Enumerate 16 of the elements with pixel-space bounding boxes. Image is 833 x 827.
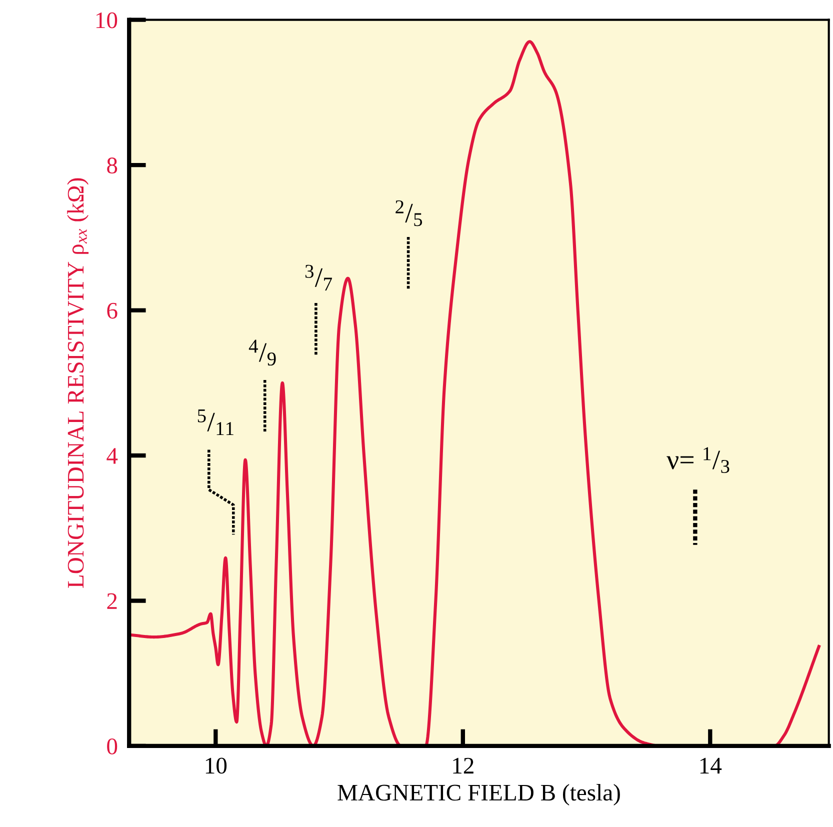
y-tick-label: 8: [107, 158, 118, 174]
x-axis-title: MAGNETIC FIELD B (tesla): [338, 784, 620, 806]
annotation: $^{4}$/$_{9}$: [248, 340, 276, 366]
y-axis-title: LONGITUDINAL RESISTIVITY ρ$_{xx}$ (kΩ): [67, 178, 89, 588]
y-tick-label: 0: [107, 738, 118, 754]
y-tick-label: 2: [107, 593, 117, 609]
x-tick-label: 12: [453, 758, 474, 774]
annotation: ν= $^{1}$/$_{3}$: [666, 447, 730, 474]
y-tick-label: 4: [106, 448, 118, 464]
y-tick-label: 10: [96, 12, 118, 28]
annotation: $^{5}$/$_{11}$: [198, 409, 234, 435]
annotation: $^{2}$/$_{5}$: [396, 200, 422, 226]
x-tick-label: 10: [206, 758, 227, 774]
x-tick-label: 14: [700, 758, 722, 774]
annotation: $^{3}$/$_{7}$: [305, 264, 332, 290]
y-tick-label: 6: [107, 302, 118, 319]
